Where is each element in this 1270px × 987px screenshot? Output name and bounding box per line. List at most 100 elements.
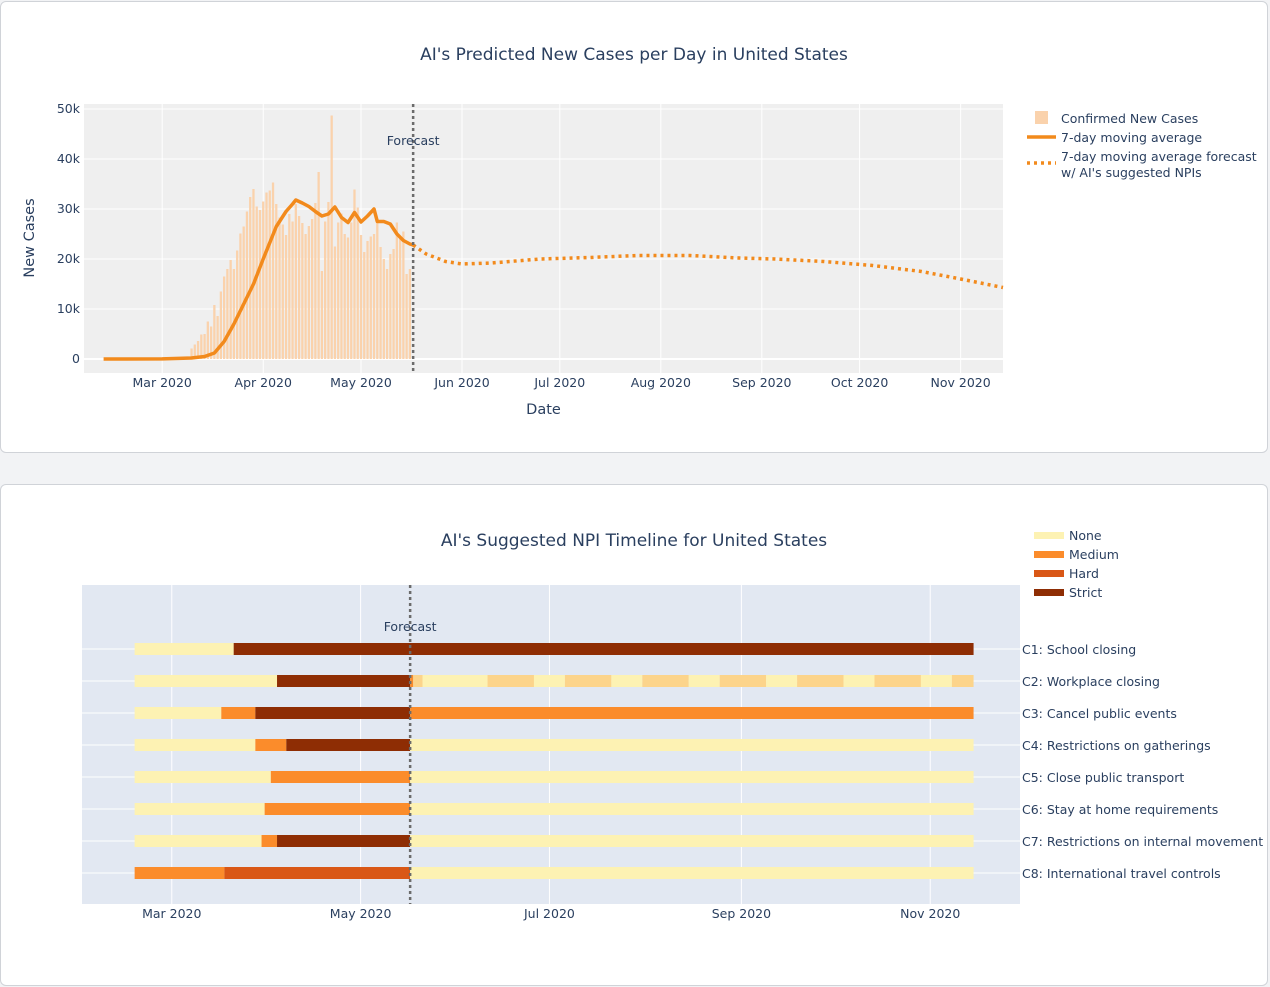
timeline-segment (410, 835, 974, 847)
moving-average-line (103, 198, 414, 361)
forecast-annotation: Forecast (387, 133, 440, 148)
timeline-segment (255, 739, 287, 751)
case-bar (369, 236, 372, 359)
case-bar (219, 291, 223, 359)
timeline-segment (134, 707, 222, 719)
timeline-segment (920, 675, 952, 687)
legend-label: Hard (1069, 566, 1099, 581)
case-bar (229, 260, 232, 359)
y-tick-label: 40k (57, 151, 81, 166)
timeline-segment (719, 675, 767, 687)
case-bar (239, 233, 242, 359)
row-label: C6: Stay at home requirements (1022, 802, 1218, 817)
case-bar (206, 321, 209, 359)
row-label: C7: Restrictions on internal movement (1022, 834, 1263, 849)
timeline-segment (564, 675, 612, 687)
legend-swatch-none (1034, 532, 1064, 539)
y-tick-label: 20k (57, 251, 81, 266)
row-label: C4: Restrictions on gatherings (1022, 738, 1211, 753)
x-tick-label: Sep 2020 (712, 906, 771, 921)
timeline-segment (642, 675, 689, 687)
case-bar (353, 189, 356, 359)
chart-title: AI's Suggested NPI Timeline for United S… (441, 531, 827, 551)
timeline-segment (277, 835, 411, 847)
case-bar (275, 204, 278, 359)
case-bar (271, 182, 275, 359)
timeline-segment (221, 707, 256, 719)
case-bar (255, 206, 258, 359)
legend-label: 7-day moving average forecast (1061, 149, 1257, 164)
legend-label: None (1069, 528, 1102, 543)
case-bar (216, 316, 219, 359)
timeline-segment (413, 675, 423, 687)
y-tick-label: 10k (57, 301, 81, 316)
legend-label: 7-day moving average (1061, 130, 1202, 145)
case-bar (262, 201, 265, 359)
case-bar (222, 276, 226, 359)
case-bar (258, 210, 262, 359)
x-tick-label: Mar 2020 (133, 375, 192, 390)
x-tick-label: May 2020 (330, 375, 392, 390)
legend-label: Strict (1069, 585, 1102, 600)
case-bar (356, 207, 359, 359)
x-axis-label: Date (526, 402, 561, 418)
case-bar (193, 344, 196, 359)
case-bar (398, 239, 402, 359)
timeline-segment (611, 675, 643, 687)
cases-chart-panel: AI's Predicted New Cases per Day in Unit… (0, 1, 1268, 453)
x-tick-label: Sep 2020 (732, 375, 791, 390)
case-bar (337, 222, 340, 359)
timeline-segment (533, 675, 565, 687)
case-bar (203, 334, 206, 359)
timeline-segment (277, 675, 411, 687)
timeline-segment (874, 675, 921, 687)
case-bar (291, 221, 294, 359)
x-tick-label: Oct 2020 (831, 375, 888, 390)
case-bar (363, 252, 366, 359)
timeline-segment (134, 739, 256, 751)
case-bar (340, 213, 343, 359)
case-bar (242, 226, 245, 359)
timeline-segment (422, 675, 488, 687)
case-bar (317, 172, 320, 359)
case-bar (346, 237, 350, 359)
case-bar (333, 246, 337, 359)
case-bar (200, 334, 203, 359)
x-tick-label: Apr 2020 (235, 375, 292, 390)
case-bar (304, 234, 307, 359)
case-bar (350, 222, 353, 359)
case-bar (196, 341, 200, 359)
case-bar (402, 231, 405, 359)
timeline-segment (255, 707, 411, 719)
case-bar (190, 348, 193, 359)
case-bar (379, 247, 382, 359)
case-bar (268, 190, 271, 359)
case-bar (245, 211, 249, 359)
x-tick-label: Jul 2020 (523, 906, 575, 921)
x-tick-label: Jul 2020 (533, 375, 585, 390)
case-bar (314, 203, 317, 359)
case-bar (249, 197, 252, 359)
case-bar (405, 274, 408, 359)
row-label: C8: International travel controls (1022, 866, 1221, 881)
timeline-segment (766, 675, 798, 687)
case-bar (395, 222, 398, 359)
timeline-segment (134, 835, 262, 847)
timeline-segment (410, 675, 414, 687)
case-bar (297, 216, 301, 359)
legend-label: Medium (1069, 547, 1119, 562)
timeline-segment (410, 867, 974, 879)
legend-swatch-hard (1034, 570, 1064, 577)
timeline-segment (134, 643, 234, 655)
timeline-segment (843, 675, 875, 687)
case-bar (324, 221, 327, 359)
case-bar (320, 271, 324, 359)
timeline-segment (487, 675, 534, 687)
npi-timeline-chart: AI's Suggested NPI Timeline for United S… (82, 528, 1263, 921)
x-tick-label: May 2020 (330, 906, 392, 921)
case-bar (366, 241, 369, 359)
legend-swatch-bar (1035, 111, 1048, 124)
case-bar (310, 219, 314, 359)
case-bar (382, 259, 385, 359)
case-bar (278, 217, 281, 359)
